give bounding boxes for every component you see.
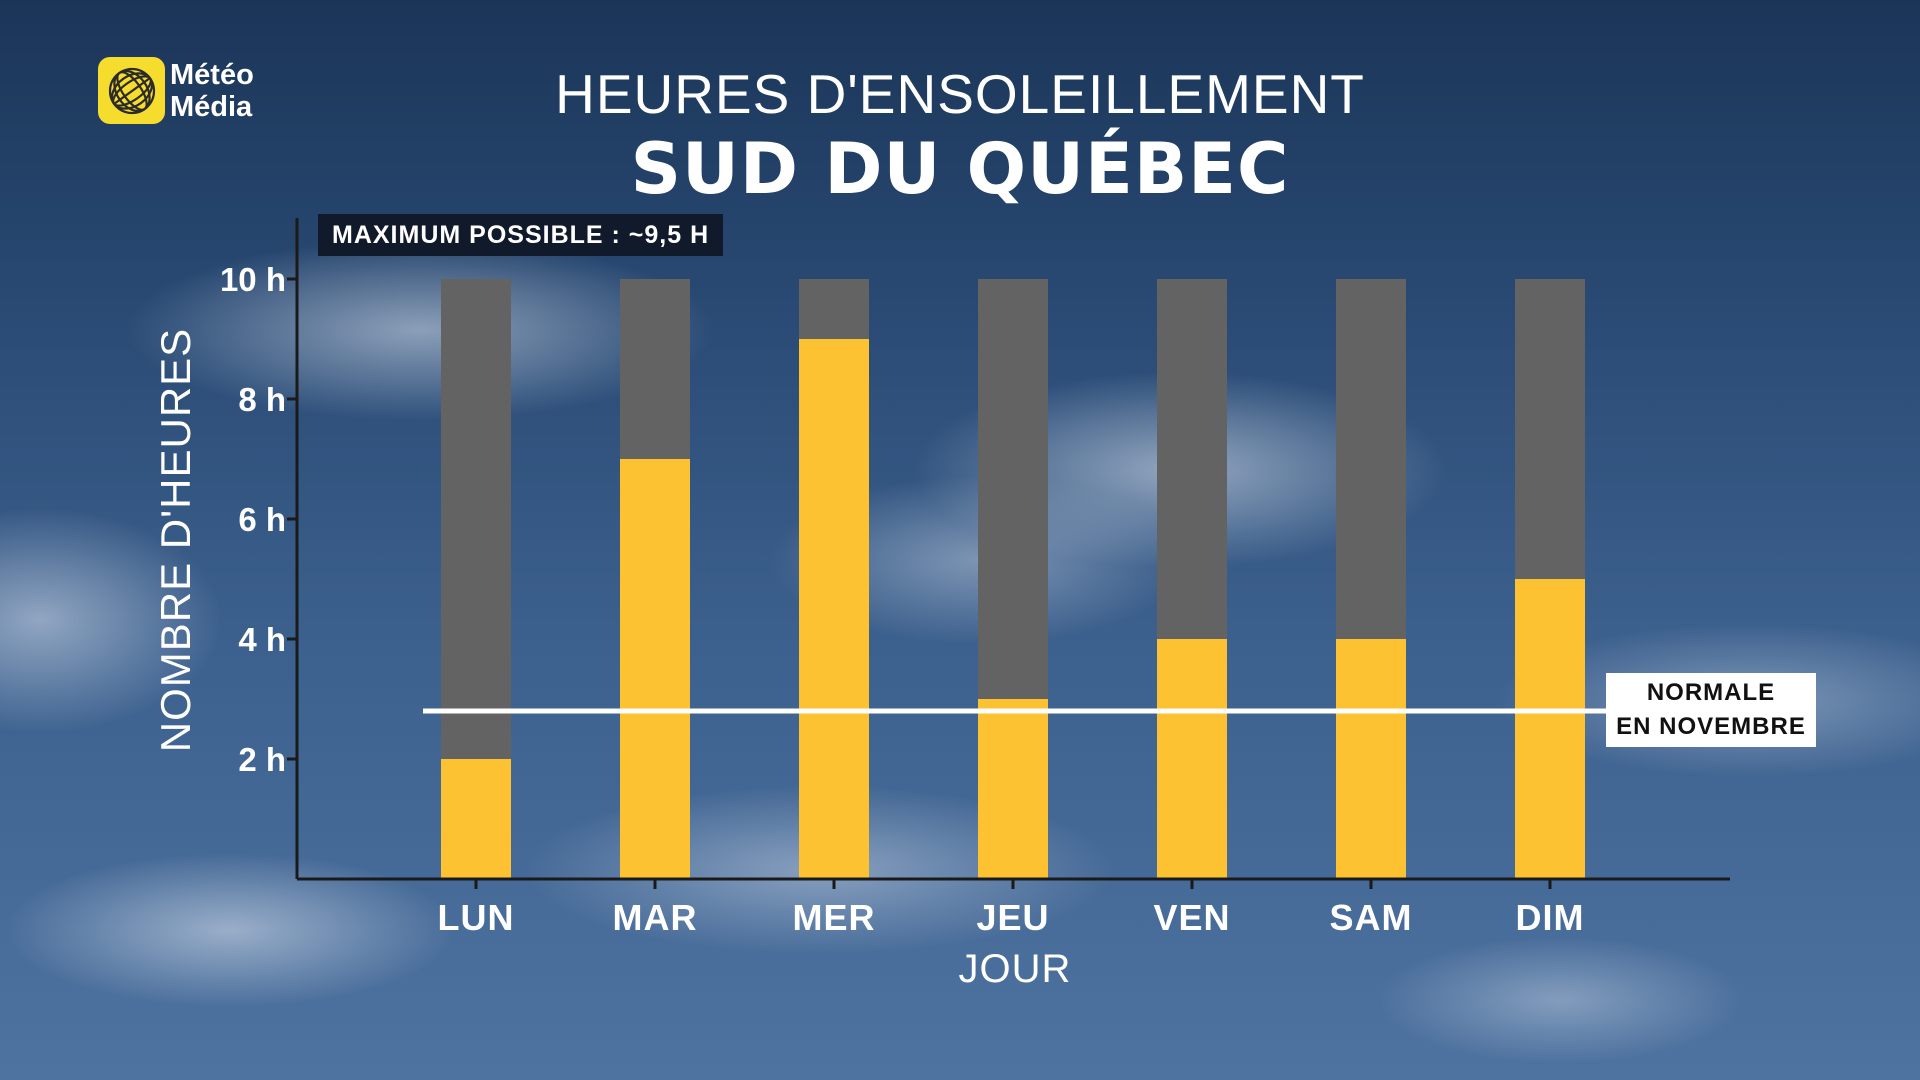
x-tick-label: MER [793, 897, 876, 938]
bar-jeu [978, 699, 1048, 879]
y-axis-label: NOMBRE D'HEURES [152, 328, 199, 752]
bar-dim [1515, 579, 1585, 879]
y-tick-label: 10 h [220, 261, 286, 298]
bar-mer [799, 339, 869, 879]
normal-label-line-1: NORMALE [1646, 679, 1776, 706]
y-tick-label: 6 h [238, 501, 286, 538]
x-tick-label: DIM [1516, 897, 1585, 938]
y-tick-label: 8 h [238, 381, 286, 418]
normal-label-line-2: EN NOVEMBRE [1616, 713, 1806, 740]
x-axis-label: JOUR [959, 947, 1072, 991]
bar-sam [1336, 639, 1406, 879]
y-ticks: 2 h 4 h 6 h 8 h 10 h [220, 261, 297, 778]
x-tick-label: JEU [976, 897, 1049, 938]
y-tick-label: 4 h [238, 621, 286, 658]
value-bars [441, 339, 1585, 879]
bar-ven [1157, 639, 1227, 879]
chart-title: HEURES D'ENSOLEILLEMENT [555, 63, 1365, 125]
max-possible-label: MAXIMUM POSSIBLE : ~9,5 H [318, 214, 724, 256]
brand-name: Météo Média [170, 59, 290, 123]
x-tick-label: MAR [613, 897, 698, 938]
bar-lun [441, 759, 511, 879]
chart-subtitle: SUD DU QUÉBEC [630, 128, 1290, 210]
globe-icon [98, 57, 165, 124]
brand-line-2: Média [170, 91, 253, 123]
normal-label: NORMALE EN NOVEMBRE [1606, 673, 1816, 747]
x-tick-label: LUN [438, 897, 515, 938]
x-tick-label: VEN [1153, 897, 1230, 938]
x-ticks: LUN MAR MER JEU VEN SAM DIM [438, 879, 1585, 938]
y-tick-label: 2 h [238, 741, 286, 778]
bar-mar [620, 459, 690, 879]
x-tick-label: SAM [1330, 897, 1413, 938]
brand-line-1: Météo [170, 59, 254, 91]
